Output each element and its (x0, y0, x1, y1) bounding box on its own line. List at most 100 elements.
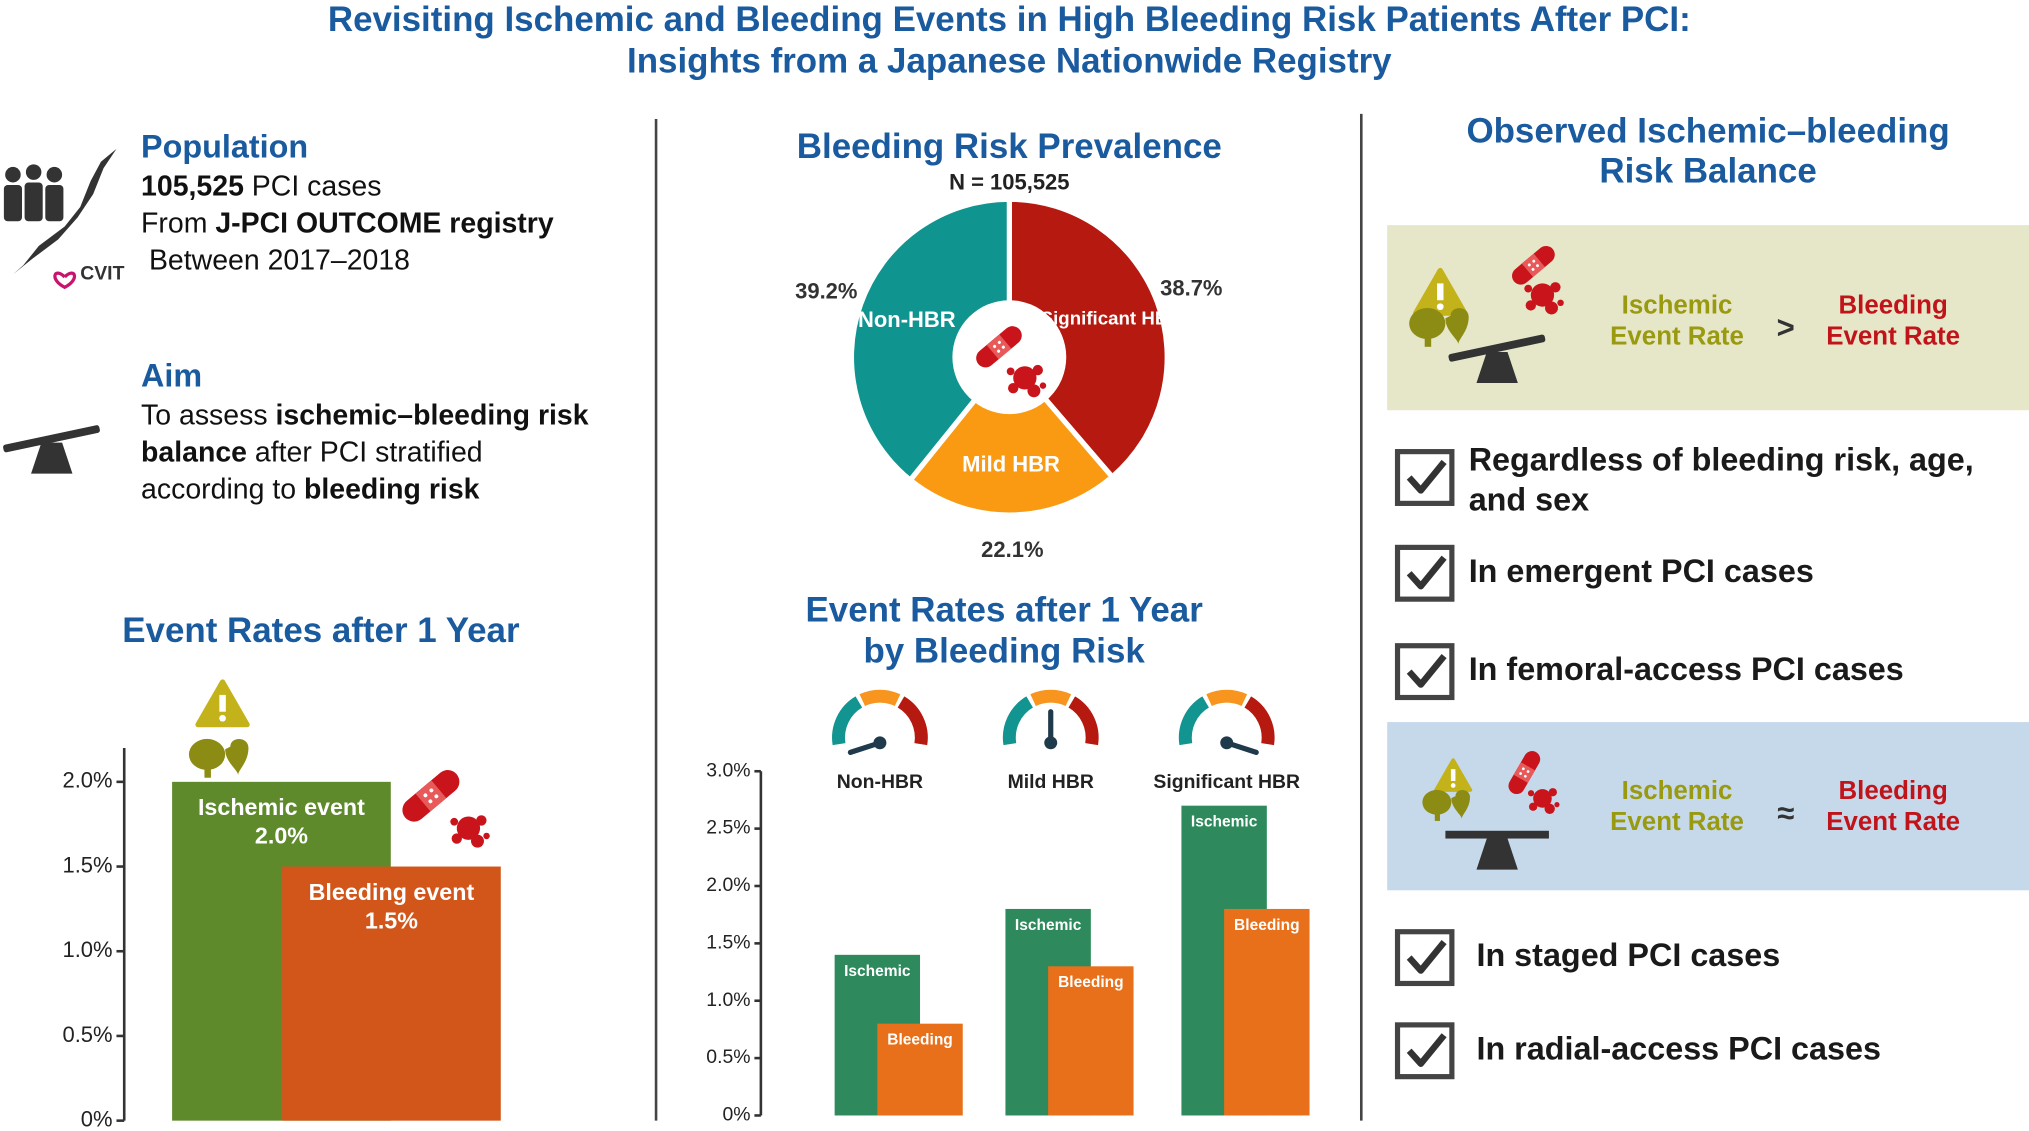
text-line: 105,525 PCI cases (141, 170, 381, 202)
seesaw-icon (2, 424, 101, 474)
text-line: Between 2017–2018 (141, 244, 410, 276)
section-heading: Population (141, 128, 308, 164)
checkbox-icon (1398, 547, 1452, 599)
text-segment: bleeding risk (304, 473, 480, 505)
check-item: In emergent PCI cases (1469, 553, 1814, 589)
bar-category-label: Ischemic event (198, 794, 365, 820)
pie-slice (906, 353, 1116, 518)
chart-title: by Bleeding Risk (863, 632, 1145, 671)
text-segment: 105,525 (141, 170, 244, 202)
relation-sign: ≈ (1777, 795, 1794, 830)
bar-series-label: Bleeding (887, 1032, 953, 1049)
y-tick-label: 2.0% (706, 874, 750, 896)
text-line: according to bleeding risk (141, 473, 480, 505)
ischemic-rate-label: Event Rate (1610, 323, 1744, 351)
y-tick-label: 3.0% (706, 759, 750, 781)
text-line: balance after PCI stratified (141, 436, 483, 468)
text-line: To assess ischemic–bleeding risk (141, 399, 589, 431)
slice-value-label: 38.7% (1160, 276, 1222, 301)
y-tick-label: 0% (722, 1104, 750, 1126)
text-segment: ischemic–bleeding risk (275, 399, 588, 431)
bar-series-label: Ischemic (844, 963, 911, 980)
ischemic-rate-label: Event Rate (1610, 808, 1744, 836)
gauge-arc (1206, 689, 1248, 707)
page-title: Insights from a Japanese Nationwide Regi… (627, 42, 1392, 81)
y-tick-label: 1.0% (62, 937, 112, 962)
bleeding-rate-label: Event Rate (1826, 323, 1960, 351)
text-segment: according to (141, 473, 304, 505)
text-segment: Between 2017–2018 (141, 244, 410, 276)
bar (877, 1023, 963, 1116)
slice-value-label: 39.2% (795, 278, 857, 303)
pie-center (952, 300, 1067, 415)
checkbox-icon (1398, 452, 1452, 504)
checkbox-icon (1398, 646, 1452, 698)
bar (282, 866, 501, 1121)
chart-subtitle: N = 105,525 (949, 170, 1069, 195)
bar (1224, 908, 1310, 1116)
bar-value-label: 2.0% (255, 823, 308, 849)
y-tick-label: 1.0% (706, 989, 750, 1011)
bar-series-label: Ischemic (1015, 917, 1082, 934)
warning-icon (198, 682, 247, 725)
chart-title: Event Rates after 1 Year (122, 611, 520, 650)
bar-series-label: Ischemic (1191, 814, 1258, 831)
section-heading: Observed Ischemic–bleeding (1466, 112, 1949, 151)
y-tick-label: 0.5% (706, 1046, 750, 1068)
text-segment: PCI cases (244, 170, 382, 202)
ischemic-rate-label: Ischemic (1622, 292, 1733, 320)
chart-title: Event Rates after 1 Year (805, 590, 1203, 629)
y-tick-label: 0% (81, 1106, 113, 1131)
y-tick-label: 1.5% (62, 852, 112, 877)
ischemic-rate-label: Ischemic (1622, 777, 1733, 805)
slice-value-label: 22.1% (981, 537, 1043, 562)
logo-text: CVIT (80, 262, 124, 284)
y-tick-label: 1.5% (706, 931, 750, 953)
balance-icon (1445, 830, 1549, 870)
bar-series-label: Bleeding (1234, 917, 1300, 934)
organ-icon (188, 738, 249, 778)
gauge-arc (1244, 696, 1275, 746)
people-icon (3, 164, 64, 222)
gauge-hub (1044, 736, 1058, 750)
page-title: Revisiting Ischemic and Bleeding Events … (328, 0, 1691, 39)
pie-slice (1006, 196, 1170, 481)
section-heading: Risk Balance (1599, 152, 1816, 191)
checkbox-icon (1398, 932, 1452, 984)
x-tick-label: Significant HBR (1153, 771, 1300, 793)
x-tick-label: Non-HBR (837, 771, 923, 793)
gauge-arc (1068, 696, 1099, 746)
gauge-arc (1030, 689, 1072, 707)
japan-map (12, 148, 117, 275)
text-segment: after PCI stratified (247, 436, 483, 468)
relation-sign: > (1777, 310, 1795, 345)
bar-value-label: 1.5% (365, 907, 418, 933)
check-item: In radial-access PCI cases (1476, 1030, 1881, 1066)
check-item: In femoral-access PCI cases (1469, 651, 1904, 687)
bleeding-rate-label: Event Rate (1826, 808, 1960, 836)
gauge-arc (859, 689, 901, 707)
text-line: From J-PCI OUTCOME registry (141, 207, 554, 239)
gauge-arc (832, 696, 863, 746)
text-segment: From (141, 207, 215, 239)
slice-label: Non-HBR (858, 307, 956, 332)
bandage-icon (397, 765, 465, 827)
text-segment: balance (141, 436, 247, 468)
gauge-arc (897, 696, 928, 746)
gauge-arc (1178, 696, 1210, 746)
slice-label: Mild HBR (962, 452, 1060, 477)
bleeding-rate-label: Bleeding (1838, 292, 1947, 320)
y-tick-label: 2.0% (62, 768, 112, 793)
check-item: In staged PCI cases (1476, 937, 1780, 973)
bar-series-label: Bleeding (1058, 974, 1124, 991)
y-tick-label: 2.5% (706, 817, 750, 839)
section-heading: Aim (141, 357, 202, 393)
y-tick-label: 0.5% (62, 1022, 112, 1047)
checkbox-icon (1398, 1025, 1452, 1077)
bar-category-label: Bleeding event (309, 879, 475, 905)
x-tick-label: Mild HBR (1008, 771, 1094, 793)
splat-icon (450, 815, 490, 848)
gauge-hub (873, 736, 887, 750)
